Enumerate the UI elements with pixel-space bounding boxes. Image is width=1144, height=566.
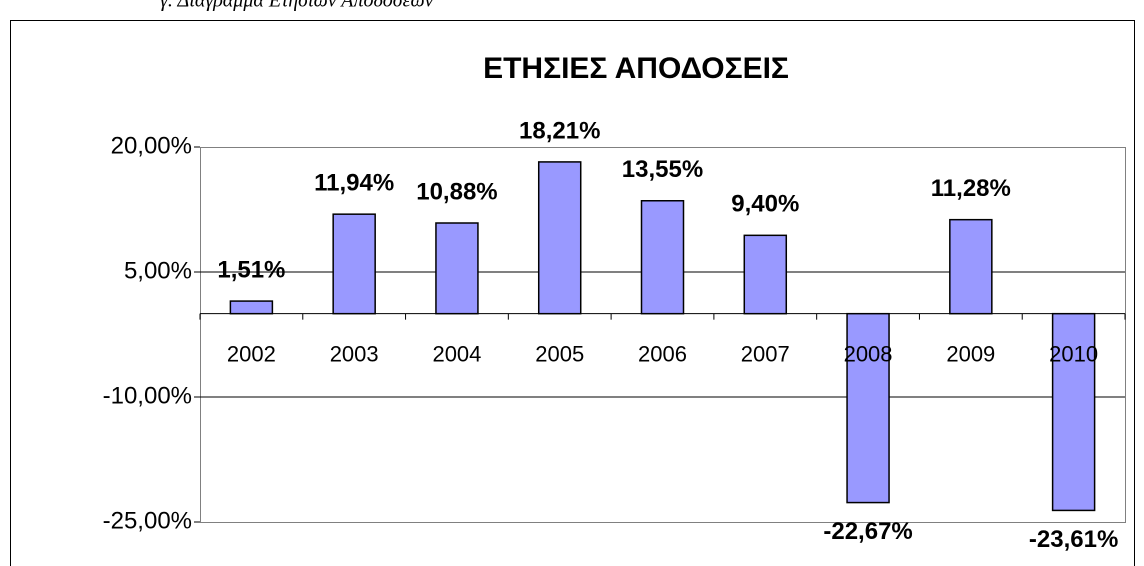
x-tick-label: 2007 [741, 341, 790, 366]
chart-title: ΕΤΗΣΙΕΣ ΑΠΟΔΟΣΕΙΣ [483, 52, 789, 85]
bar [332, 213, 376, 315]
y-tick-label: -25,00% [103, 507, 192, 534]
y-tick-label: 20,00% [111, 132, 192, 159]
x-tick-label: 2002 [227, 341, 276, 366]
x-tick-label: 2004 [432, 341, 481, 366]
bar [949, 218, 993, 315]
plot-area [200, 147, 1126, 523]
value-label: -22,67% [823, 518, 912, 545]
value-label: 18,21% [519, 117, 600, 144]
y-tick-label: 5,00% [124, 257, 192, 284]
bar [640, 200, 685, 315]
value-label: 11,28% [931, 175, 1011, 202]
bar [846, 312, 890, 504]
value-label: 1,51% [217, 256, 285, 283]
x-tick-label: 2009 [946, 341, 995, 366]
value-label: 13,55% [622, 156, 703, 183]
bar [743, 234, 788, 315]
x-tick-label: 2003 [330, 341, 379, 366]
value-label: 9,40% [731, 191, 799, 218]
x-tick-label: 2010 [1049, 341, 1098, 366]
bar [1051, 312, 1096, 512]
caption: γ. Διάγραμμα Ετήσιων Αποδόσεων [160, 0, 434, 12]
value-label: 10,88% [416, 178, 497, 205]
value-label: 11,94% [314, 170, 394, 197]
value-label: -23,61% [1029, 526, 1118, 553]
x-tick-label: 2008 [844, 341, 893, 366]
bar [537, 161, 582, 315]
bar [229, 300, 274, 315]
x-tick-label: 2005 [535, 341, 584, 366]
x-tick-label: 2006 [638, 341, 687, 366]
bar [435, 222, 479, 315]
y-tick-label: -10,00% [103, 382, 192, 409]
